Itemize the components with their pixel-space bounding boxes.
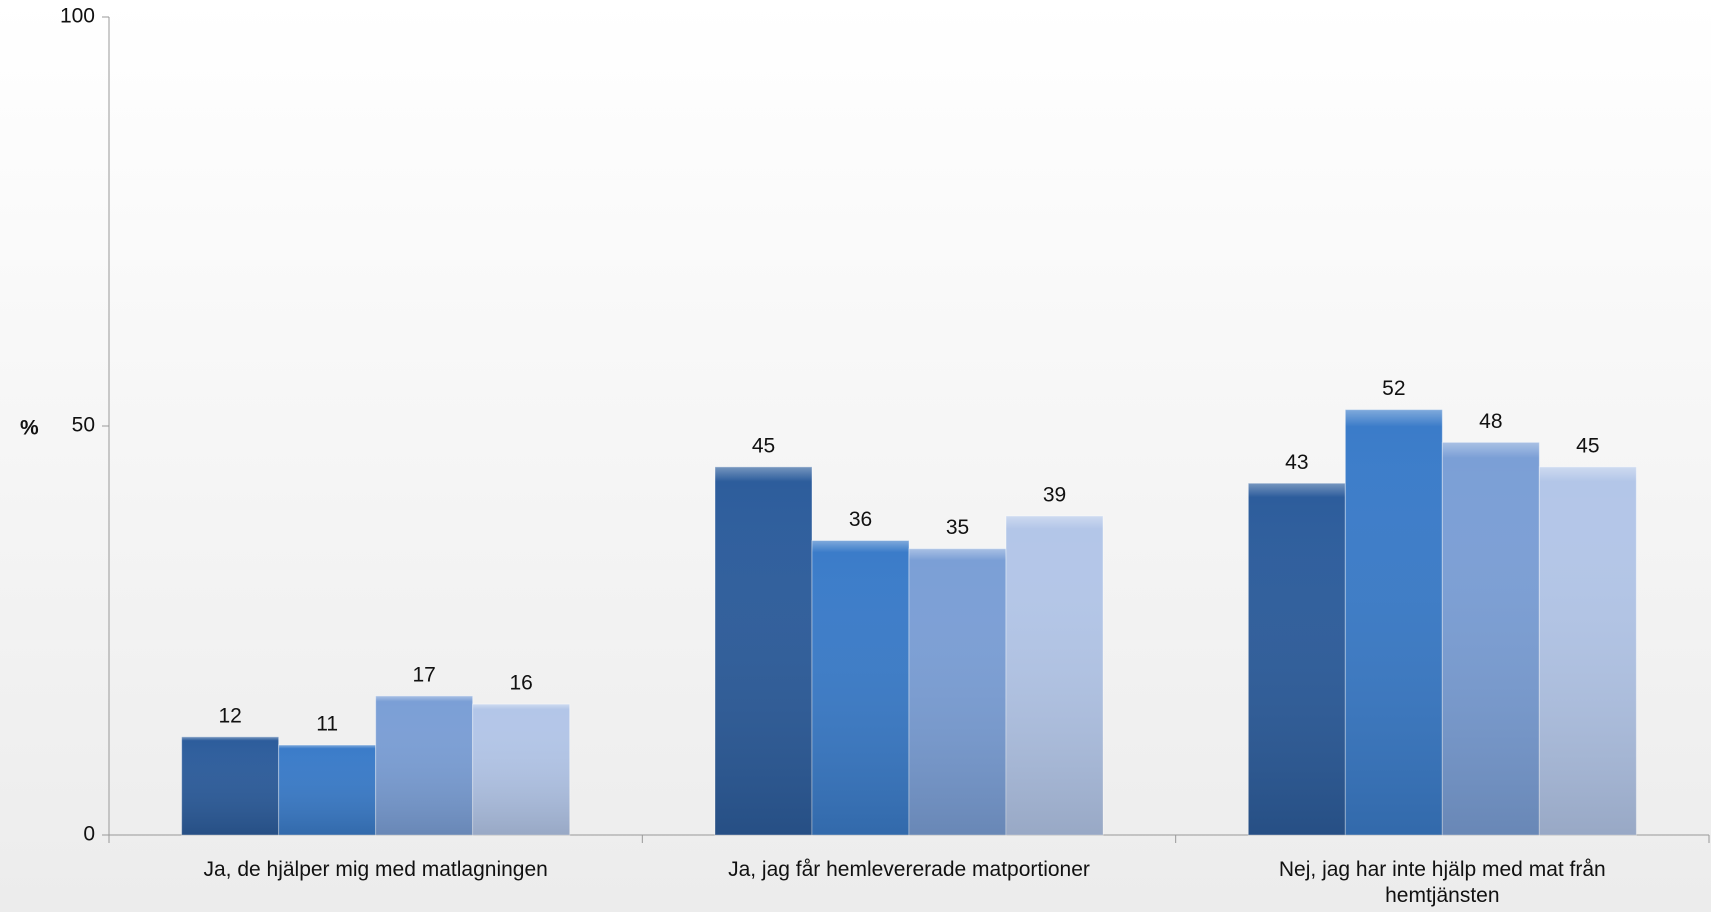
bar: [1344, 409, 1443, 836]
x-tick-label: Nej, jag har inte hjälp med mat från hem…: [1278, 858, 1606, 907]
data-label: 36: [849, 508, 872, 531]
data-label: 35: [946, 516, 969, 539]
bar: [278, 744, 377, 836]
data-label: 45: [752, 434, 775, 457]
bar: [1441, 441, 1540, 836]
x-tick-label: Ja, de hjälper mig med matlagningen: [203, 858, 548, 881]
bar: [811, 540, 910, 836]
bar: [714, 466, 813, 836]
bar: [472, 703, 571, 836]
data-label: 48: [1479, 410, 1502, 433]
y-axis-label: %: [20, 417, 39, 440]
data-label: 17: [412, 663, 435, 686]
data-label: 39: [1043, 484, 1066, 507]
data-label: 12: [218, 704, 241, 727]
data-label: 43: [1285, 451, 1308, 474]
y-tick-label: 100: [60, 5, 95, 28]
bar: [181, 736, 280, 836]
y-tick-label: 50: [72, 414, 95, 437]
x-tick-label: Ja, jag får hemlevererade matportioner: [728, 858, 1090, 881]
y-tick-label: 0: [83, 823, 95, 846]
bar: [375, 695, 474, 836]
bar: [908, 548, 1007, 836]
bar: [1247, 482, 1346, 836]
data-label: 11: [316, 713, 338, 736]
data-label: 52: [1382, 377, 1405, 400]
bar: [1538, 466, 1637, 836]
bar: [1005, 515, 1104, 836]
data-label: 16: [509, 672, 532, 695]
data-label: 45: [1576, 434, 1599, 457]
